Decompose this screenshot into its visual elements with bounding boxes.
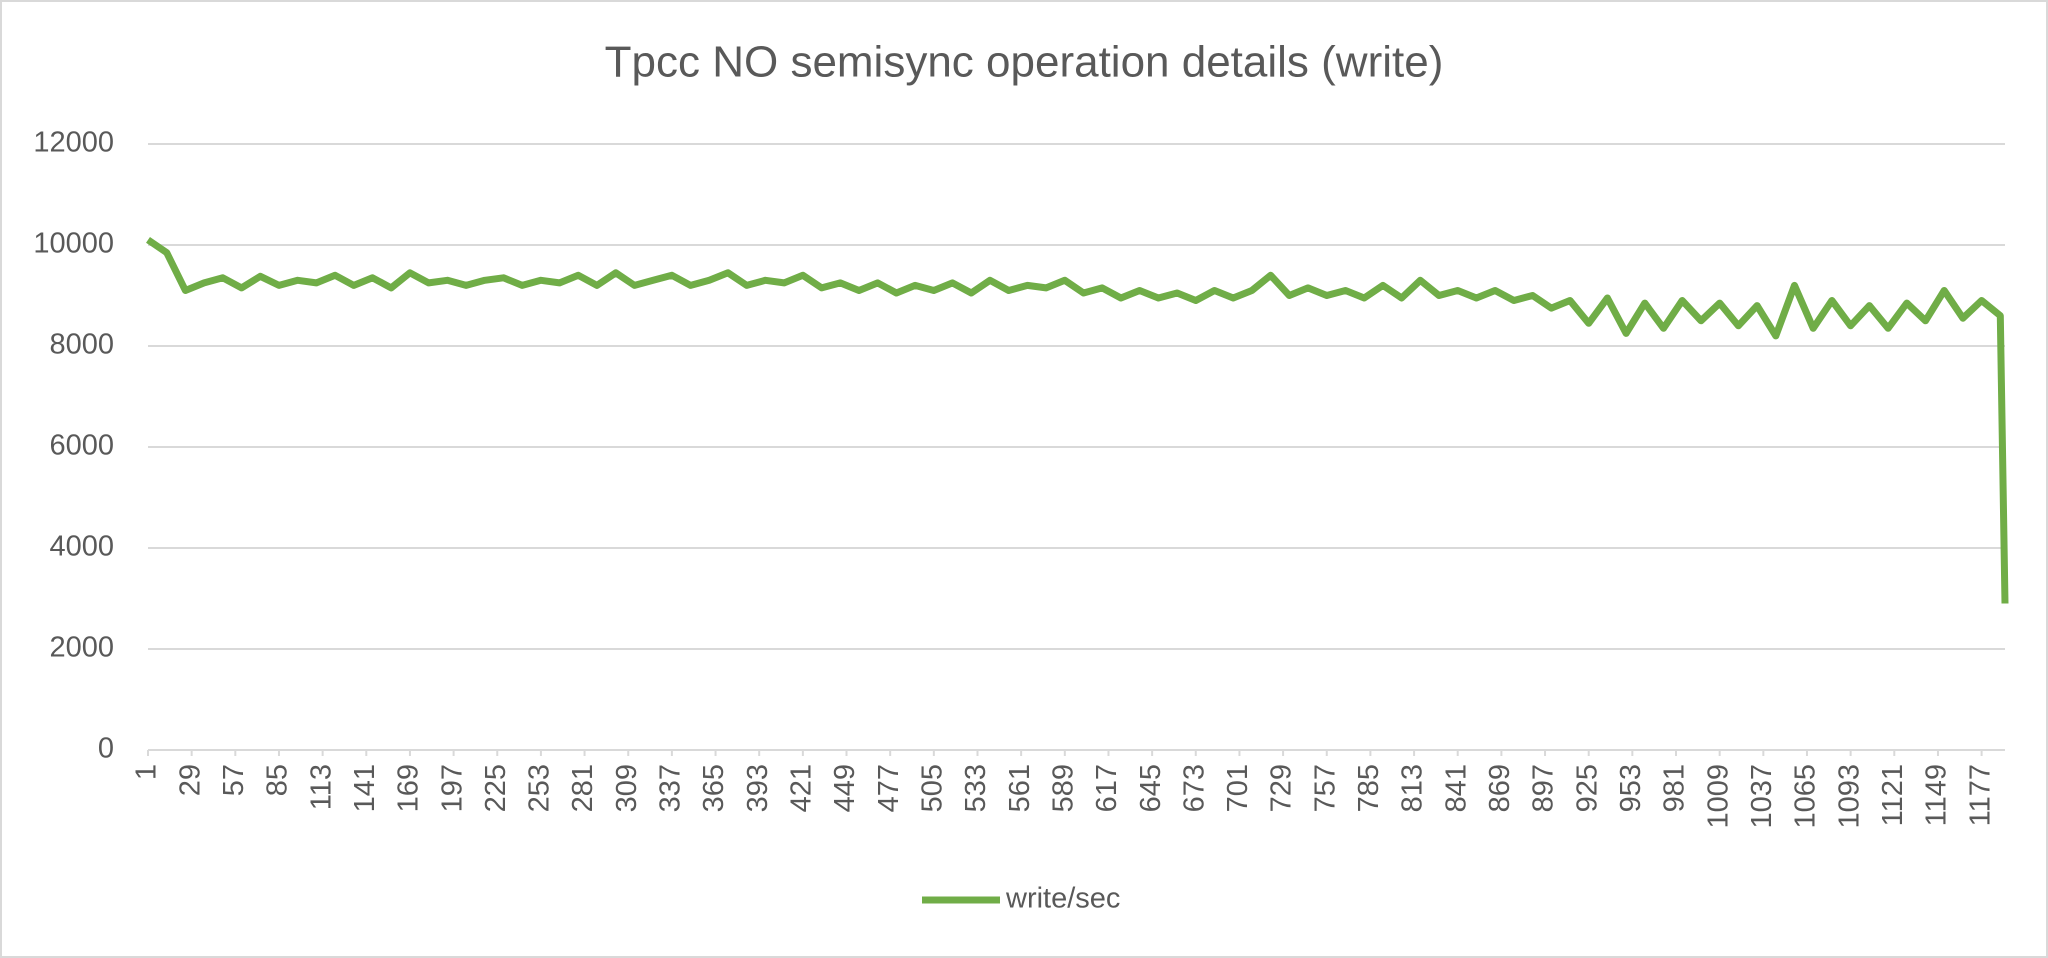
x-tick-label: 169 — [393, 764, 425, 812]
x-tick-label: 1121 — [1877, 764, 1909, 826]
x-tick-label: 141 — [349, 764, 381, 812]
x-tick-label: 561 — [1004, 764, 1036, 812]
x-tick-label: 1093 — [1833, 764, 1865, 829]
x-tick-label: 729 — [1266, 764, 1298, 812]
y-tick-label: 6000 — [49, 430, 114, 462]
x-tick-label: 393 — [742, 764, 774, 812]
x-tick-label: 897 — [1528, 764, 1560, 812]
x-tick-label: 1 — [131, 764, 163, 780]
x-tick-label: 421 — [786, 764, 818, 812]
x-tick-label: 841 — [1440, 764, 1472, 812]
x-tick-label: 449 — [829, 764, 861, 812]
x-tick-label: 785 — [1353, 764, 1385, 812]
x-tick-label: 337 — [655, 764, 687, 812]
legend-label: write/sec — [1005, 883, 1120, 915]
x-tick-label: 1149 — [1921, 764, 1953, 826]
x-tick-label: 1177 — [1964, 764, 1996, 826]
x-tick-label: 617 — [1091, 764, 1123, 812]
y-tick-label: 4000 — [49, 531, 114, 563]
x-tick-label: 85 — [262, 764, 294, 796]
x-tick-label: 645 — [1135, 764, 1167, 812]
x-tick-label: 197 — [436, 764, 468, 812]
y-tick-label: 0 — [98, 733, 114, 765]
x-tick-label: 505 — [916, 764, 948, 812]
x-tick-label: 925 — [1571, 764, 1603, 812]
x-tick-label: 701 — [1222, 764, 1254, 812]
y-tick-label: 12000 — [33, 127, 114, 159]
x-tick-label: 57 — [218, 764, 250, 796]
x-tick-label: 225 — [480, 764, 512, 812]
x-tick-label: 1065 — [1790, 764, 1822, 829]
x-tick-label: 533 — [960, 764, 992, 812]
y-tick-label: 2000 — [49, 632, 114, 664]
x-tick-label: 589 — [1047, 764, 1079, 812]
x-tick-label: 365 — [698, 764, 730, 812]
y-tick-label: 8000 — [49, 329, 114, 361]
x-tick-label: 869 — [1484, 764, 1516, 812]
x-tick-label: 113 — [305, 764, 337, 810]
x-tick-label: 281 — [567, 764, 599, 812]
x-tick-label: 309 — [611, 764, 643, 812]
data-line — [146, 237, 2009, 604]
x-tick-label: 1037 — [1746, 764, 1778, 829]
x-tick-label: 477 — [873, 764, 905, 812]
x-tick-label: 813 — [1397, 764, 1429, 812]
x-tick-label: 673 — [1178, 764, 1210, 812]
chart-title: Tpcc NO semisync operation details (writ… — [605, 38, 1444, 87]
x-tick-label: 1009 — [1702, 764, 1734, 829]
x-tick-label: 981 — [1659, 764, 1691, 812]
x-tick-label: 29 — [174, 764, 206, 796]
x-tick-label: 757 — [1309, 764, 1341, 812]
x-tick-label: 953 — [1615, 764, 1647, 812]
y-tick-label: 10000 — [33, 228, 114, 260]
x-tick-label: 253 — [524, 764, 556, 812]
